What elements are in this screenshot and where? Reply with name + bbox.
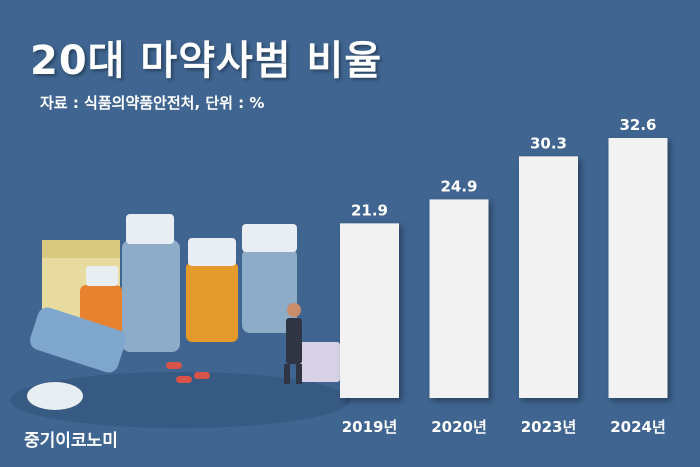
data-label-1: 21.9 (351, 201, 388, 219)
data-label-2: 24.9 (440, 177, 477, 195)
bars-group (340, 138, 668, 398)
source-note: 자료 : 식품의약품안전처, 단위 : % (40, 94, 265, 112)
x-tick-label-4: 2024년 (610, 418, 666, 436)
x-tick-label-1: 2019년 (342, 418, 398, 436)
page-title: 20대 마약사범 비율 (30, 38, 383, 84)
data-label-4: 32.6 (619, 116, 656, 134)
x-tick-label-2: 2020년 (431, 418, 487, 436)
bar-2 (429, 199, 489, 398)
bar-1 (340, 223, 399, 398)
x-tick-label-3: 2023년 (521, 418, 577, 436)
x-tick-labels-group: 2019년 2020년 2023년 2024년 (342, 418, 666, 436)
drug-pills-illustration (10, 214, 350, 428)
data-labels-group: 21.9 24.9 30.3 32.6 (351, 116, 657, 219)
brand-logo: 중기이코노미 (24, 431, 118, 451)
bar-3 (519, 156, 578, 398)
data-label-3: 30.3 (530, 134, 567, 152)
bar-4 (608, 138, 668, 398)
